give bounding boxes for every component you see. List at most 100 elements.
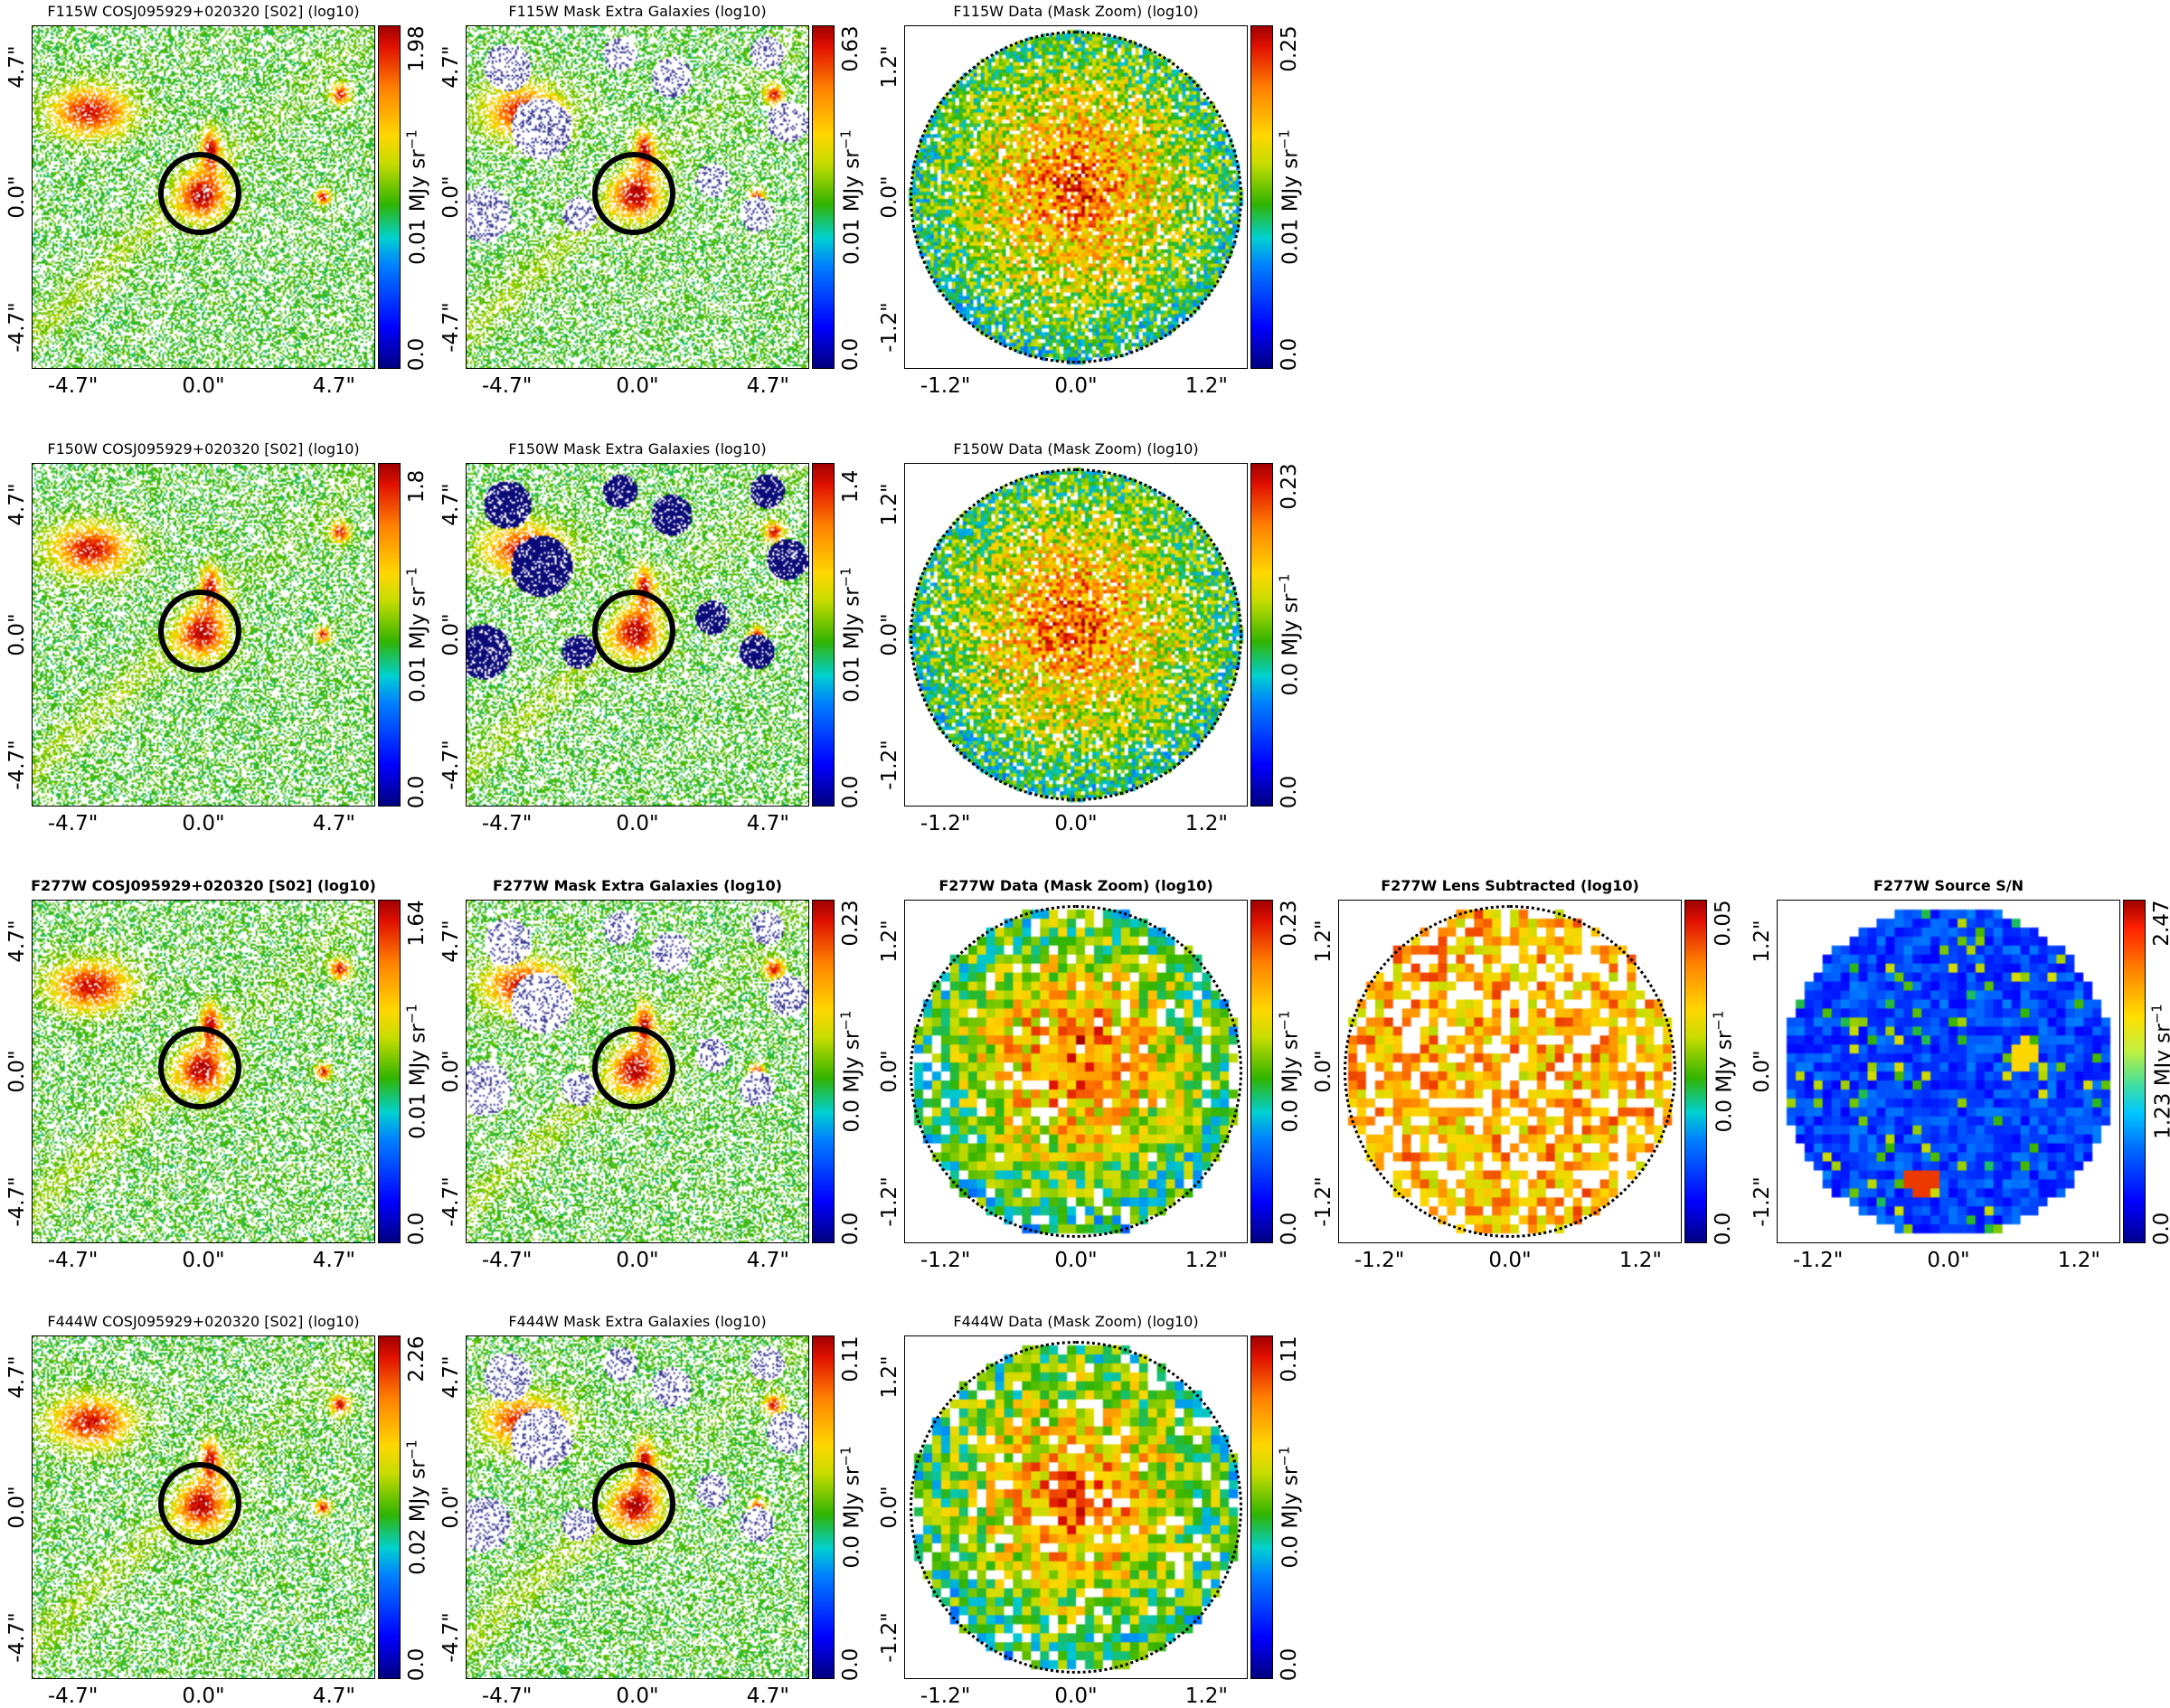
colorbar-unit-label: 0.0 MJy sr−1 <box>838 1010 864 1132</box>
colorbar-unit-label: 0.01 MJy sr−1 <box>838 129 864 265</box>
colorbar-unit-text: 0.0 MJy sr <box>1278 593 1303 696</box>
y-tick-label: 0.0" <box>439 1486 463 1529</box>
x-tick-label: 0.0" <box>182 812 225 835</box>
x-tick-label: 4.7" <box>312 374 355 398</box>
colorbar-unit-text: 0.0 MJy sr <box>1278 1466 1303 1569</box>
colorbar-min-label: 0.0 <box>405 337 429 372</box>
y-tick-label: 0.0" <box>5 1486 29 1529</box>
colorbar-unit-label: 0.02 MJy sr−1 <box>404 1439 430 1575</box>
colorbar-max-label: 0.25 <box>1278 25 1301 72</box>
x-tick-label: -4.7" <box>47 1684 99 1708</box>
colorbar-unit-text: 0.02 MJy sr <box>406 1459 430 1575</box>
x-tick-label: 1.2" <box>2057 1249 2100 1272</box>
colorbar-max-label: 1.8 <box>405 469 429 504</box>
y-tick-label: -1.2" <box>878 302 901 354</box>
colorbar-unit-label: 1.23 MJy sr−1 <box>2149 1004 2170 1139</box>
unit-exponent: −1 <box>403 567 420 588</box>
colorbar-unit-text: 1.23 MJy sr <box>2151 1024 2170 1139</box>
aperture-circle <box>158 590 241 673</box>
unit-exponent: −1 <box>403 1004 420 1024</box>
x-tick-label: 0.0" <box>182 1684 225 1708</box>
colorbar-unit-label: 0.01 MJy sr−1 <box>404 567 430 703</box>
unit-exponent: −1 <box>1276 1446 1293 1467</box>
mask-boundary-circle <box>910 1341 1242 1674</box>
x-tick-label: 4.7" <box>312 1249 355 1272</box>
colorbar <box>812 25 835 369</box>
y-tick-label: 1.2" <box>878 483 901 526</box>
unit-exponent: −1 <box>837 1010 854 1031</box>
y-tick-label: 0.0" <box>1750 1050 1774 1093</box>
y-tick-label: -1.2" <box>878 740 901 791</box>
x-tick-label: -4.7" <box>47 812 99 835</box>
colorbar-min-label: 0.0 <box>1278 775 1301 809</box>
colorbar <box>2123 900 2146 1243</box>
y-tick-label: 1.2" <box>1312 920 1335 963</box>
y-tick-label: 0.0" <box>439 175 463 219</box>
unit-exponent: −1 <box>837 567 854 588</box>
x-tick-label: 0.0" <box>1054 374 1098 398</box>
x-tick-label: 0.0" <box>616 374 659 398</box>
panel-title: F277W Lens Subtracted (log10) <box>1381 877 1639 894</box>
colorbar-unit-text: 0.01 MJy sr <box>1278 149 1303 265</box>
y-tick-label: 0.0" <box>878 1486 901 1529</box>
colorbar-max-label: 2.47 <box>2150 900 2170 947</box>
colorbar-max-label: 0.05 <box>1712 900 1735 947</box>
unit-exponent: −1 <box>837 1446 854 1467</box>
colorbar-unit-label: 0.0 MJy sr−1 <box>1277 573 1303 695</box>
panel-title: F277W Source S/N <box>1873 877 2024 894</box>
panel-title: F444W Mask Extra Galaxies (log10) <box>508 1313 767 1330</box>
colorbar <box>378 1335 401 1679</box>
y-tick-label: 1.2" <box>878 45 901 89</box>
y-tick-label: 4.7" <box>5 483 29 526</box>
y-tick-label: -1.2" <box>878 1176 901 1228</box>
y-tick-label: 1.2" <box>878 1355 901 1399</box>
x-tick-label: 4.7" <box>746 374 789 398</box>
x-tick-label: -4.7" <box>481 812 533 835</box>
x-tick-label: 4.7" <box>312 812 355 835</box>
y-tick-label: 0.0" <box>5 175 29 219</box>
colorbar <box>378 900 401 1243</box>
unit-exponent: −1 <box>837 129 854 150</box>
x-tick-label: -1.2" <box>1354 1249 1405 1272</box>
panel-title: F115W COSJ095929+020320 [S02] (log10) <box>47 3 360 20</box>
y-tick-label: 4.7" <box>439 920 463 963</box>
panel-title: F150W Mask Extra Galaxies (log10) <box>508 440 767 458</box>
unit-exponent: −1 <box>1276 129 1293 150</box>
colorbar-max-label: 0.11 <box>1278 1335 1301 1382</box>
colorbar-unit-text: 0.0 MJy sr <box>840 1466 864 1569</box>
y-tick-label: -4.7" <box>5 740 29 791</box>
colorbar-unit-text: 0.01 MJy sr <box>406 587 430 703</box>
y-tick-label: 0.0" <box>1312 1050 1335 1093</box>
x-tick-label: -1.2" <box>920 812 971 835</box>
x-tick-label: 0.0" <box>1054 1684 1098 1708</box>
panel-title: F150W COSJ095929+020320 [S02] (log10) <box>47 440 360 458</box>
x-tick-label: -4.7" <box>481 1684 533 1708</box>
x-tick-label: 1.2" <box>1184 1249 1228 1272</box>
colorbar-max-label: 1.98 <box>405 25 429 72</box>
y-tick-label: 0.0" <box>878 1050 901 1093</box>
colorbar-min-label: 0.0 <box>1278 1647 1301 1682</box>
x-tick-label: 0.0" <box>1488 1249 1532 1272</box>
colorbar-max-label: 1.64 <box>405 900 429 947</box>
x-tick-label: -1.2" <box>920 1249 971 1272</box>
colorbar <box>812 463 835 807</box>
x-tick-label: 0.0" <box>616 1684 659 1708</box>
y-tick-label: -4.7" <box>439 740 463 791</box>
colorbar <box>812 1335 835 1679</box>
x-tick-label: 0.0" <box>182 374 225 398</box>
y-tick-label: 4.7" <box>5 45 29 89</box>
y-tick-label: 4.7" <box>5 1355 29 1399</box>
y-tick-label: 0.0" <box>5 613 29 656</box>
mask-boundary-circle <box>1344 905 1676 1238</box>
panel-title: F115W Mask Extra Galaxies (log10) <box>508 3 767 20</box>
mask-boundary-circle <box>910 905 1242 1238</box>
y-tick-label: 1.2" <box>1750 920 1774 963</box>
aperture-circle <box>592 1462 675 1545</box>
x-tick-label: 0.0" <box>1927 1249 1970 1272</box>
panel-title: F277W Data (Mask Zoom) (log10) <box>939 877 1213 894</box>
mask-boundary-circle <box>910 31 1242 363</box>
colorbar-max-label: 0.23 <box>1278 463 1301 510</box>
y-tick-label: -4.7" <box>5 302 29 354</box>
panel-title: F277W Mask Extra Galaxies (log10) <box>493 877 782 894</box>
